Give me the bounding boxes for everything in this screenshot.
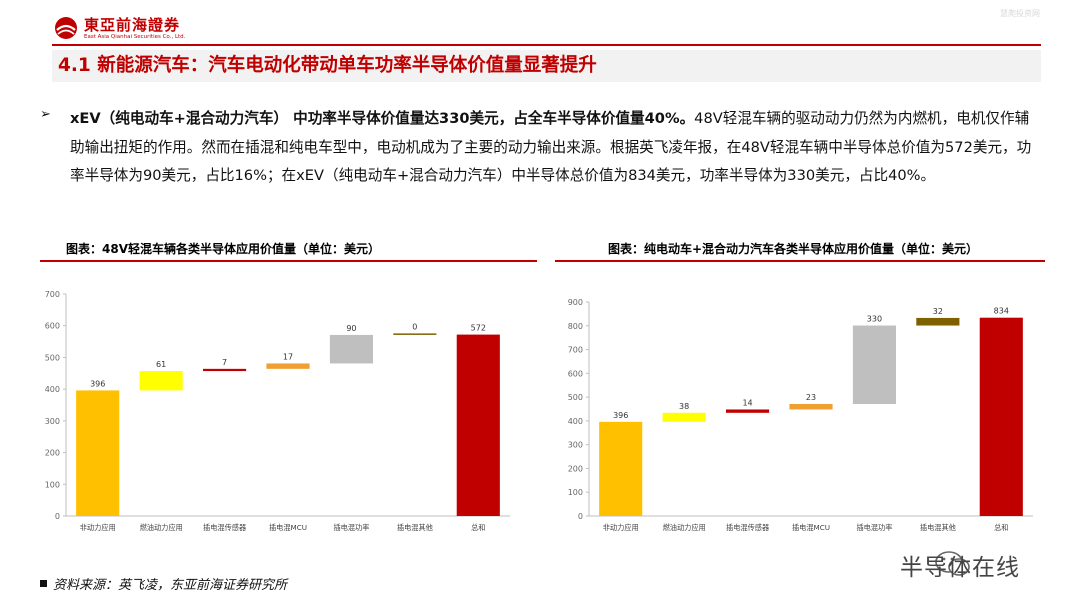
right-waterfall-chart: 0 100 200 300 400 500 600 700 800 900 396 非动力应用 38 燃油… <box>568 298 1033 532</box>
waterfall-bar <box>599 421 643 516</box>
x-category-label: 插电混功率 <box>856 523 892 532</box>
waterfall-bar <box>329 334 373 364</box>
y-tick-label: 200 <box>568 464 583 473</box>
top-watermark: 慧爬投资网 <box>1000 9 1040 18</box>
x-category-label: 燃油动力应用 <box>663 523 706 532</box>
waterfall-bar <box>789 404 833 410</box>
y-tick-label: 700 <box>45 290 60 299</box>
y-tick-label: 800 <box>568 322 583 331</box>
y-tick-label: 900 <box>568 298 583 307</box>
y-tick-label: 400 <box>568 417 583 426</box>
waterfall-bar <box>916 317 960 326</box>
section-title: 4.1 新能源汽车：汽车电动化带动单车功率半导体价值量显著提升 <box>58 55 597 76</box>
y-tick-label: 200 <box>45 449 60 458</box>
y-tick-label: 600 <box>568 369 583 378</box>
y-tick-label: 500 <box>568 393 583 402</box>
data-label: 32 <box>933 307 943 316</box>
x-category-label: 插电混功率 <box>333 523 369 532</box>
waterfall-bar <box>139 371 183 391</box>
y-tick-label: 300 <box>45 417 60 426</box>
data-label: 572 <box>471 324 486 333</box>
waterfall-bar <box>726 409 770 413</box>
x-category-label: 插电混其他 <box>397 523 433 532</box>
x-category-label: 非动力应用 <box>80 523 116 532</box>
body-bold-lead: xEV（纯电动车+混合动力汽车） 中功率半导体价值量达330美元，占全车半导体价… <box>70 110 695 127</box>
y-tick-label: 100 <box>45 480 60 489</box>
x-category-label: 插电混MCU <box>269 523 307 532</box>
data-label: 23 <box>806 393 816 402</box>
waterfall-bar <box>266 363 310 369</box>
x-category-label: 总和 <box>471 523 485 532</box>
data-label: 90 <box>346 324 356 333</box>
data-label: 330 <box>867 315 882 324</box>
y-tick-label: 400 <box>45 385 60 394</box>
bottom-watermark: 半导体在线 <box>900 555 1020 581</box>
source-text: 资料来源：英飞凌，东亚前海证券研究所 <box>53 578 288 593</box>
x-category-label: 燃油动力应用 <box>140 523 183 532</box>
data-label: 14 <box>742 398 752 407</box>
data-label: 17 <box>283 352 293 361</box>
data-label: 396 <box>613 411 628 420</box>
y-tick-label: 0 <box>55 512 60 521</box>
company-name: 東亞前海證券 <box>84 16 181 34</box>
y-tick-label: 600 <box>45 322 60 331</box>
right-chart-caption: 图表：纯电动车+混合动力汽车各类半导体应用价值量（单位：美元） <box>608 242 979 256</box>
body-text: 48V轻混车辆的驱动动力仍然为内燃机，电机仅作辅助输出扭矩的作用。然而在插混和纯… <box>70 110 1032 184</box>
x-category-label: 插电混传感器 <box>726 523 769 532</box>
data-label: 61 <box>156 360 166 369</box>
y-tick-label: 300 <box>568 441 583 450</box>
right-caption-rule <box>555 260 1045 262</box>
data-label: 834 <box>994 307 1009 316</box>
header-divider <box>52 44 1041 46</box>
x-category-label: 插电混其他 <box>920 523 956 532</box>
waterfall-bar <box>979 317 1023 516</box>
x-category-label: 插电混MCU <box>792 523 830 532</box>
y-tick-label: 700 <box>568 346 583 355</box>
data-label: 0 <box>412 322 417 331</box>
left-caption-rule <box>40 260 537 262</box>
x-category-label: 插电混传感器 <box>203 523 246 532</box>
left-chart-caption: 图表：48V轻混车辆各类半导体应用价值量（单位：美元） <box>66 242 380 256</box>
data-label: 38 <box>679 402 689 411</box>
square-bullet-icon <box>40 580 47 587</box>
data-label: 7 <box>222 358 227 367</box>
left-waterfall-chart: 0 100 200 300 400 500 600 700 396 非动力应用 61 燃油动力应用 7 插… <box>45 290 510 532</box>
y-tick-label: 500 <box>45 353 60 362</box>
company-name-en: East Asia Qianhai Securities Co., Ltd. <box>84 34 186 40</box>
waterfall-bar <box>852 325 896 405</box>
x-category-label: 总和 <box>994 523 1008 532</box>
bullet-arrow-icon: ➢ <box>40 107 51 122</box>
data-label: 396 <box>90 379 105 388</box>
x-category-label: 非动力应用 <box>603 523 639 532</box>
y-tick-label: 100 <box>568 488 583 497</box>
body-paragraph: xEV（纯电动车+混合动力汽车） 中功率半导体价值量达330美元，占全车半导体价… <box>40 105 1042 191</box>
y-tick-label: 0 <box>578 512 583 521</box>
section-heading-bar <box>52 50 1041 82</box>
source-note: 资料来源：英飞凌，东亚前海证券研究所 <box>40 574 287 593</box>
company-logo <box>55 17 77 39</box>
waterfall-bar <box>203 368 247 372</box>
waterfall-bar <box>76 390 120 516</box>
waterfall-bar <box>662 412 706 422</box>
wechat-icon <box>935 551 970 576</box>
waterfall-bar <box>456 334 500 516</box>
waterfall-bar <box>393 333 437 335</box>
